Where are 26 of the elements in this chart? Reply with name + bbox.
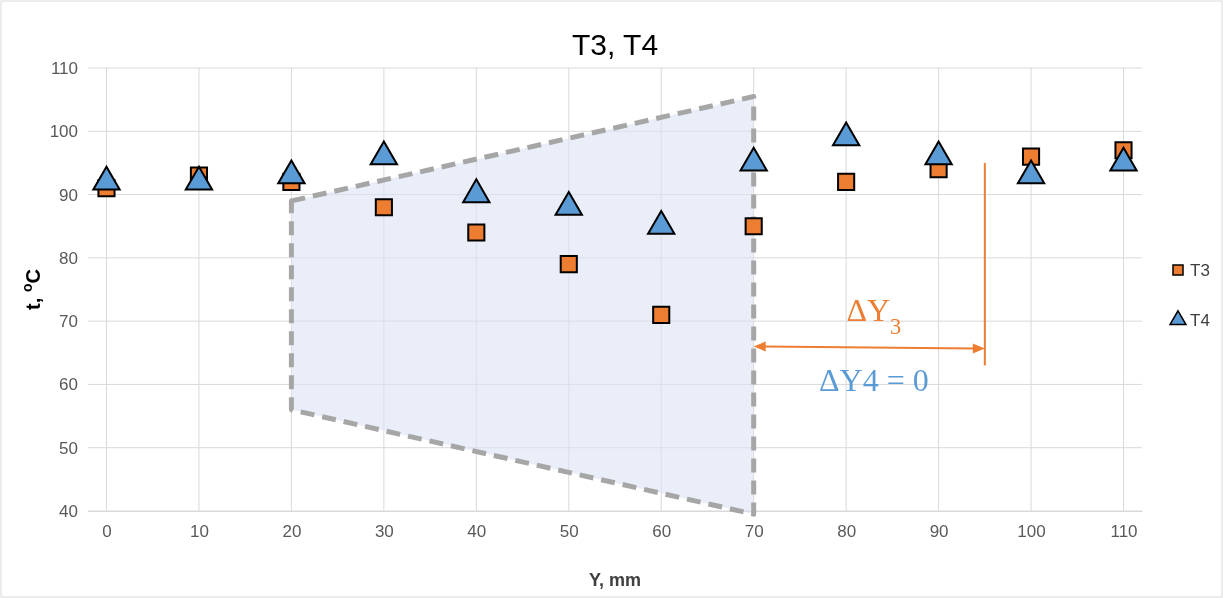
legend-label: T4 xyxy=(1190,311,1210,330)
chart-title: T3, T4 xyxy=(571,28,659,61)
y-tick-label: 40 xyxy=(59,501,78,521)
x-tick-label: 60 xyxy=(652,522,672,542)
x-tick-label: 0 xyxy=(102,522,112,542)
y-tick-label: 80 xyxy=(59,248,78,268)
y-tick-label: 60 xyxy=(59,375,78,395)
annotation: ΔY4 = 0 xyxy=(819,361,929,398)
legend-label: T3 xyxy=(1190,261,1210,280)
x-axis-title: Y, mm xyxy=(588,570,642,590)
x-tick-label: 110 xyxy=(1110,522,1138,542)
x-tick-label: 50 xyxy=(559,522,579,542)
x-tick-label: 30 xyxy=(374,522,394,542)
x-tick-label: 20 xyxy=(282,522,302,542)
x-tick-label: 80 xyxy=(837,522,857,542)
y-tick-label: 90 xyxy=(59,185,78,205)
y-tick-label: 100 xyxy=(49,122,78,142)
x-tick-label: 90 xyxy=(929,522,949,542)
y-tick-label: 50 xyxy=(59,438,78,458)
y-tick-label: 70 xyxy=(59,312,78,332)
x-tick-label: 10 xyxy=(189,522,209,542)
x-tick-label: 40 xyxy=(467,522,487,542)
y-tick-label: 110 xyxy=(50,58,78,78)
x-tick-label: 70 xyxy=(744,522,764,542)
annotation: ΔY$_{3}$ xyxy=(846,292,902,339)
x-tick-label: 100 xyxy=(1017,522,1046,542)
